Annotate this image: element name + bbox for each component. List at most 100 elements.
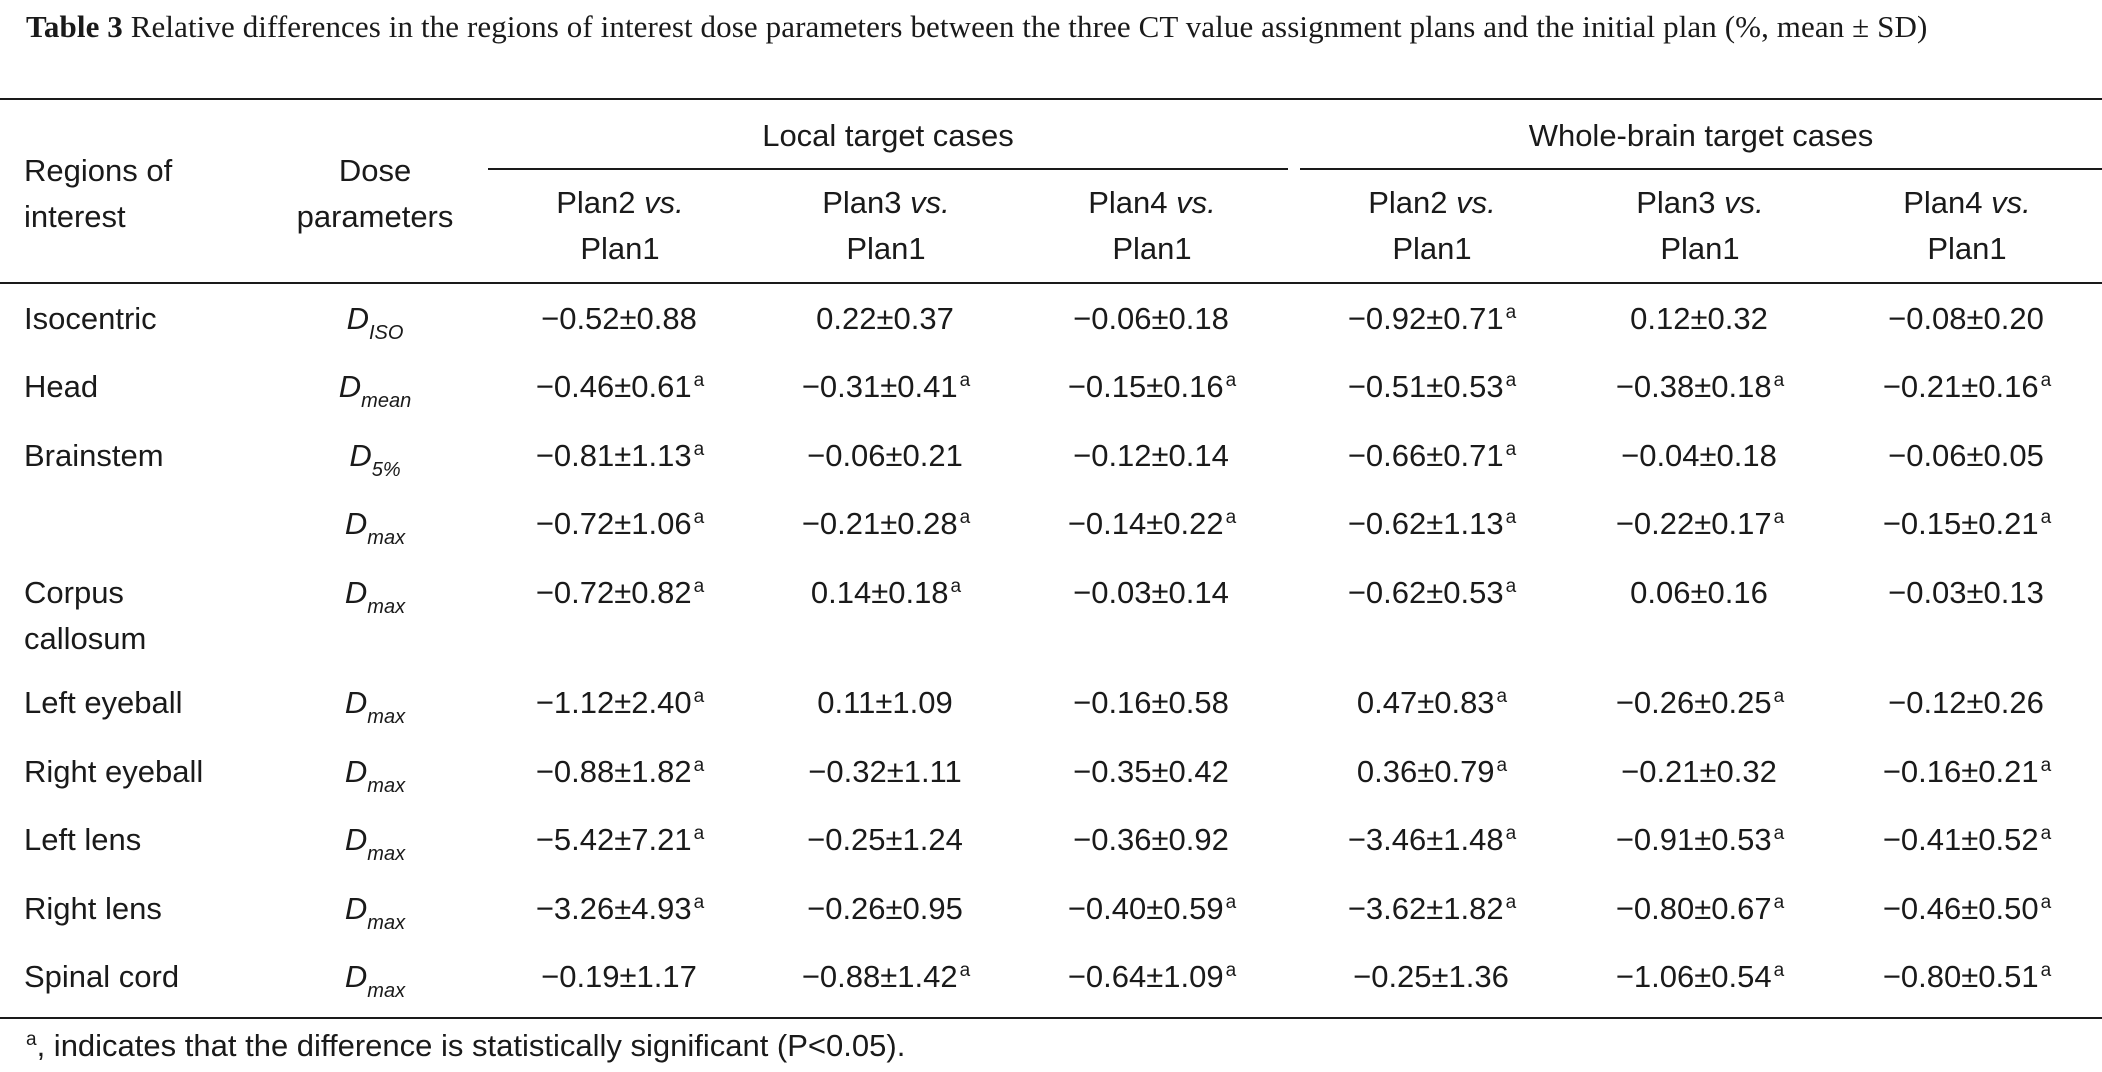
row-region: Left lens [24, 817, 141, 863]
header-plan-top: Plan3 vs. [786, 180, 986, 226]
table-cell: −0.72±1.06 a [536, 501, 704, 547]
cell-value: −0.22±0.17 [1615, 506, 1772, 541]
cell-value: −0.16±0.58 [1073, 685, 1229, 720]
significance-mark: a [1773, 507, 1785, 528]
table-cell: −0.72±0.82 a [536, 570, 704, 616]
table-cell: −0.80±0.51 a [1883, 954, 2051, 1000]
significance-mark: a [1225, 370, 1237, 391]
cell-value: −0.15±0.21 [1882, 506, 2039, 541]
row-region: Corpus callosum [24, 570, 146, 662]
significance-mark: a [1505, 370, 1517, 391]
row-dose-param: Dmax [290, 680, 460, 730]
significance-mark: a [693, 370, 705, 391]
cell-value: −0.72±0.82 [535, 575, 692, 610]
param-subscript: max [367, 775, 406, 797]
param-symbol: D [344, 506, 368, 541]
row-region: Brainstem [24, 433, 164, 479]
row-region-line1: Spinal cord [24, 959, 180, 994]
cell-value: 0.22±0.37 [816, 301, 954, 336]
table-cell: −0.15±0.16 a [1068, 364, 1236, 410]
table-cell: −0.88±1.82 a [536, 749, 704, 795]
significance-mark: a [1496, 755, 1508, 776]
header-rule [0, 282, 2102, 284]
table-cell: 0.36±0.79 a [1357, 749, 1507, 795]
plan-vs: vs. [1724, 185, 1764, 220]
significance-mark: a [693, 686, 705, 707]
cell-value: −1.12±2.40 [535, 685, 692, 720]
row-region: Head [24, 364, 98, 410]
table-cell: −0.91±0.53 a [1616, 817, 1784, 863]
plan-name: Plan4 [1903, 185, 1983, 220]
cell-value: −0.04±0.18 [1621, 438, 1777, 473]
table-cell: −0.06±0.05 [1888, 433, 2046, 479]
cell-value: −0.91±0.53 [1615, 822, 1772, 857]
plan-ref: Plan1 [580, 231, 660, 266]
cell-value: 0.06±0.16 [1630, 575, 1768, 610]
table-cell: −0.19±1.17 [541, 954, 699, 1000]
cell-value: −5.42±7.21 [535, 822, 692, 857]
significance-mark: a [693, 892, 705, 913]
table-cell: −0.62±0.53 a [1348, 570, 1516, 616]
cell-value: −0.12±0.26 [1888, 685, 2044, 720]
cell-value: −0.62±1.13 [1347, 506, 1504, 541]
table-cell: −0.25±1.36 [1353, 954, 1511, 1000]
table-cell: −0.12±0.14 [1073, 433, 1231, 479]
table-cell: −0.36±0.92 [1073, 817, 1231, 863]
row-region-line1: Right eyeball [24, 754, 204, 789]
table-cell: −0.25±1.24 [807, 817, 965, 863]
cell-value: −0.06±0.21 [807, 438, 963, 473]
cell-value: −0.32±1.11 [808, 754, 962, 789]
cell-value: 0.47±0.83 [1356, 685, 1495, 720]
group-local-header: Local target cases [762, 118, 1014, 153]
cell-value: −0.41±0.52 [1882, 822, 2039, 857]
significance-mark: a [950, 576, 962, 597]
header-plan-top: Plan4 vs. [1052, 180, 1252, 226]
table-cell: −0.62±1.13 a [1348, 501, 1516, 547]
bottom-rule [0, 1017, 2102, 1019]
table-cell: −0.16±0.58 [1073, 680, 1231, 726]
cell-value: −3.62±1.82 [1347, 891, 1504, 926]
cell-value: −0.88±1.82 [535, 754, 692, 789]
table-cell: −0.03±0.13 [1888, 570, 2046, 616]
plan-vs: vs. [1176, 185, 1216, 220]
table-cell: −0.52±0.88 [541, 296, 699, 342]
cell-value: −0.25±1.36 [1353, 959, 1509, 994]
cell-value: −0.40±0.59 [1067, 891, 1224, 926]
table-cell: −0.46±0.50 a [1883, 886, 2051, 932]
table-cell: −3.46±1.48 a [1348, 817, 1516, 863]
significance-mark: a [1505, 302, 1517, 323]
significance-mark: a [959, 507, 971, 528]
significance-mark: a [693, 576, 705, 597]
plan-ref: Plan1 [1392, 231, 1472, 266]
cell-value: −0.03±0.13 [1888, 575, 2044, 610]
table-cell: 0.11±1.09 [817, 680, 954, 726]
header-plan-top: Plan3 vs. [1600, 180, 1800, 226]
significance-mark: a [1225, 960, 1237, 981]
group-whole-header: Whole-brain target cases [1528, 118, 1874, 153]
plan-vs: vs. [1456, 185, 1496, 220]
significance-mark: a [2040, 960, 2052, 981]
table-cell: −0.66±0.71 a [1348, 433, 1516, 479]
cell-value: −0.16±0.21 [1882, 754, 2039, 789]
significance-mark: a [2040, 507, 2052, 528]
cell-value: −0.72±1.06 [535, 506, 692, 541]
row-dose-param: Dmax [290, 954, 460, 1004]
table-cell: −0.35±0.42 [1073, 749, 1231, 795]
param-symbol: D [344, 891, 368, 926]
table-cell: 0.47±0.83 a [1357, 680, 1507, 726]
table-cell: −3.26±4.93 a [536, 886, 704, 932]
param-symbol: D [344, 822, 368, 857]
table-cell: −0.40±0.59 a [1068, 886, 1236, 932]
plan-ref: Plan1 [1660, 231, 1740, 266]
table-cell: −0.08±0.20 [1888, 296, 2046, 342]
row-dose-param: Dmax [290, 886, 460, 936]
significance-mark: a [1773, 823, 1785, 844]
cell-value: −0.03±0.14 [1073, 575, 1229, 610]
significance-mark: a [1773, 686, 1785, 707]
significance-mark: a [1505, 892, 1517, 913]
row-region-line1: Left eyeball [24, 685, 183, 720]
cell-value: −0.64±1.09 [1067, 959, 1224, 994]
row-dose-param: Dmean [290, 364, 460, 414]
plan-vs: vs. [644, 185, 684, 220]
header-plan-top: Plan2 vs. [520, 180, 720, 226]
